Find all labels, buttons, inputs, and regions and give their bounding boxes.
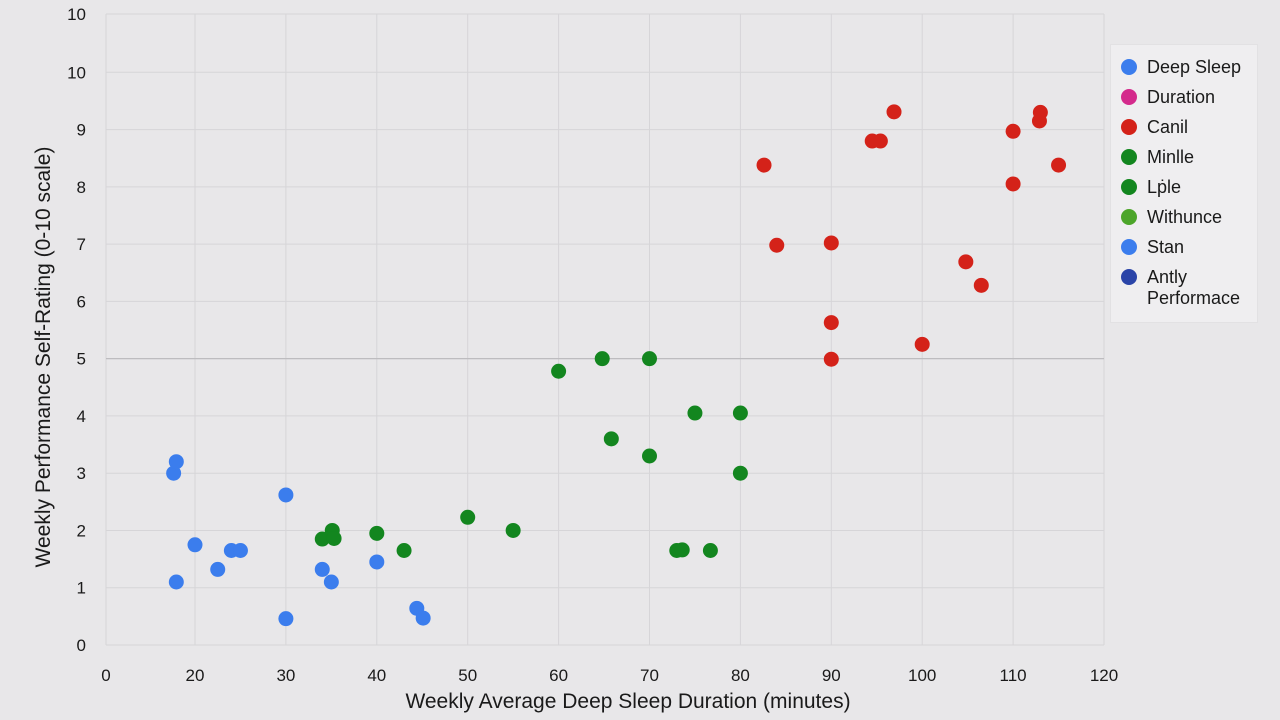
data-point [551,363,567,379]
y-tick-label: 7 [77,235,86,254]
data-point [823,315,839,331]
data-point [674,542,690,558]
chart-legend: Deep Sleep Duration Canil Minlle Lṗle Withunc… [1110,44,1258,323]
data-points [166,104,1067,627]
y-axis-ticks: 0 1 2 3 4 5 6 7 8 9 10 10 [67,5,86,655]
data-point [505,522,521,538]
x-tick-label: 0 [101,666,110,685]
legend-item: Lṗle [1121,177,1257,207]
y-tick-label: 9 [77,121,86,140]
data-point [369,525,385,541]
legend-item: Antly Performace [1121,267,1257,308]
data-point [732,465,748,481]
data-point [642,448,657,464]
x-tick-label: 20 [186,666,205,685]
legend-item: Deep Sleep [1121,57,1257,87]
legend-item: Withunce [1121,207,1257,237]
y-tick-label: 6 [77,292,86,311]
legend-label: Canil [1147,117,1189,137]
data-point [914,336,930,352]
x-tick-label: 50 [458,666,477,685]
data-point [973,277,989,293]
data-point [323,574,339,590]
data-point [823,351,839,367]
data-point [369,554,385,570]
data-point [210,561,226,577]
data-point [1051,157,1067,173]
legend-item: Canil [1121,117,1257,147]
legend-swatch [1121,239,1137,255]
legend-swatch [1121,59,1137,75]
data-point [415,610,431,626]
legend-label: Lṗle [1147,177,1182,197]
legend-label: Duration [1147,87,1216,107]
legend-swatch [1121,119,1137,135]
data-point [166,465,182,481]
x-tick-label: 70 [640,666,659,685]
legend-label: Withunce [1147,207,1223,227]
x-tick-label: 80 [731,666,750,685]
y-tick-label: 4 [77,407,86,426]
data-point [603,431,619,447]
x-tick-label: 100 [908,666,936,685]
data-point [594,351,610,367]
grid-lines [105,13,1105,646]
data-point [278,611,294,627]
data-point [958,254,974,270]
y-tick-label: 5 [77,350,86,369]
y-tick-label: 10 [67,63,86,82]
x-tick-label: 30 [276,666,295,685]
x-axis-ticks: 0 20 30 40 50 60 70 80 90 100 110 120 [101,666,1118,685]
data-point [1005,123,1021,139]
legend-label: Stan [1147,237,1185,257]
data-point [1005,176,1021,192]
legend-label: Deep Sleep [1147,57,1242,77]
data-point [886,104,902,120]
data-point [823,235,839,251]
x-tick-label: 120 [1090,666,1118,685]
y-tick-label: 2 [77,521,86,540]
y-axis-title: Weekly Performance Self-Rating (0-10 sca… [32,147,55,568]
data-point [702,543,718,559]
data-point [314,561,330,577]
x-axis-title: Weekly Average Deep Sleep Duration (minu… [405,690,850,713]
data-point [460,509,476,525]
y-tick-label: 0 [77,636,86,655]
x-tick-label: 60 [549,666,568,685]
legend-label: Minlle [1147,147,1195,167]
legend-swatch [1121,179,1137,195]
data-point [872,133,888,149]
data-point [314,531,330,547]
legend-swatch [1121,89,1137,105]
legend-item: Minlle [1121,147,1257,177]
legend-item: Stan [1121,237,1257,267]
y-tick-label: 10 [67,5,86,24]
y-tick-label: 3 [77,464,86,483]
legend-label: Antly Performace [1147,267,1241,308]
data-point [232,543,248,559]
data-point [278,487,294,503]
y-tick-label: 8 [77,178,86,197]
x-tick-label: 40 [367,666,386,685]
x-tick-label: 90 [822,666,841,685]
data-point [642,351,657,367]
data-point [168,454,184,470]
x-tick-label: 110 [1000,666,1027,685]
data-point [187,537,203,553]
data-point [168,574,184,590]
y-tick-label: 1 [77,579,86,598]
legend-item: Duration [1121,87,1257,117]
legend-swatch [1121,209,1137,225]
data-point [687,405,703,421]
data-point [756,157,772,173]
data-point [769,237,785,253]
data-point [1032,104,1048,120]
data-point [396,543,412,559]
legend-swatch [1121,269,1137,285]
legend-swatch [1121,149,1137,165]
data-point [326,530,342,546]
data-point [732,405,748,421]
